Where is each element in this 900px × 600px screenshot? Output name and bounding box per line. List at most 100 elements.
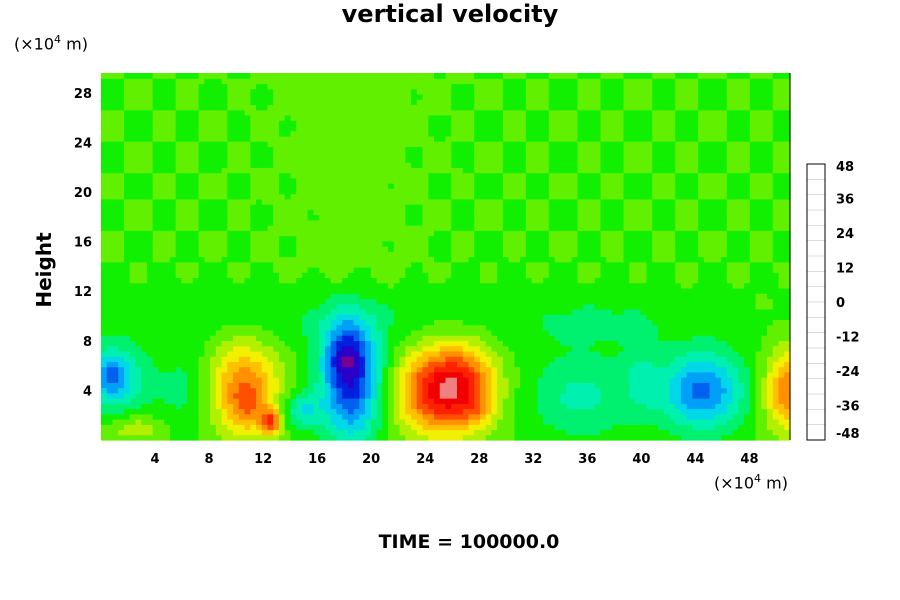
heatmap-cell: [244, 256, 251, 263]
heatmap-cell: [485, 162, 493, 168]
heatmap-cell: [192, 172, 200, 179]
heatmap-cell: [187, 214, 194, 221]
heatmap-cell: [106, 240, 114, 247]
heatmap-cell: [445, 246, 452, 252]
heatmap-cell: [146, 256, 154, 263]
heatmap-cell: [290, 251, 297, 258]
heatmap-cell: [210, 361, 217, 368]
heatmap-cell: [353, 78, 360, 85]
heatmap-cell: [313, 366, 320, 373]
heatmap-cell: [456, 151, 464, 158]
heatmap-cell: [146, 130, 154, 137]
heatmap-cell: [164, 114, 171, 121]
heatmap-cell: [388, 214, 395, 221]
heatmap-cell: [451, 382, 458, 389]
heatmap-cell: [146, 135, 154, 142]
heatmap-cell: [301, 287, 309, 294]
heatmap-cell: [434, 188, 441, 195]
heatmap-cell: [411, 314, 418, 321]
heatmap-cell: [451, 130, 458, 137]
heatmap-cell: [221, 371, 228, 378]
heatmap-cell: [192, 377, 200, 383]
heatmap-cell: [353, 214, 360, 221]
heatmap-cell: [416, 198, 424, 205]
heatmap-cell: [158, 225, 165, 231]
heatmap-cell: [399, 382, 406, 389]
heatmap-cell: [376, 93, 383, 100]
heatmap-cell: [158, 335, 165, 341]
heatmap-cell: [135, 408, 142, 415]
heatmap-cell: [233, 219, 240, 226]
heatmap-cell: [376, 162, 383, 168]
heatmap-cell: [261, 73, 269, 79]
heatmap-cell: [428, 382, 435, 389]
heatmap-cell: [198, 434, 205, 441]
heatmap-cell: [141, 135, 148, 142]
heatmap-cell: [296, 314, 303, 321]
heatmap-cell: [353, 183, 360, 189]
heatmap-cell: [146, 350, 154, 357]
heatmap-cell: [342, 298, 349, 305]
heatmap-cell: [313, 408, 320, 415]
heatmap-cell: [434, 277, 441, 284]
heatmap-cell: [370, 272, 378, 279]
heatmap-cell: [135, 125, 142, 132]
heatmap-cell: [106, 109, 114, 116]
heatmap-cell: [204, 156, 211, 163]
heatmap-cell: [250, 135, 257, 142]
heatmap-cell: [365, 151, 372, 158]
heatmap-cell: [347, 424, 355, 431]
heatmap-cell: [296, 162, 303, 168]
heatmap-cell: [422, 324, 429, 331]
heatmap-cell: [376, 146, 383, 153]
heatmap-cell: [353, 162, 360, 168]
heatmap-cell: [353, 361, 360, 368]
heatmap-cell: [301, 225, 309, 231]
heatmap-cell: [301, 130, 309, 137]
heatmap-cell: [175, 225, 182, 231]
heatmap-cell: [336, 193, 343, 200]
heatmap-cell: [353, 240, 360, 247]
heatmap-cell: [181, 73, 188, 79]
heatmap-cell: [187, 141, 194, 147]
heatmap-cell: [221, 350, 228, 357]
heatmap-cell: [388, 141, 395, 147]
heatmap-cell: [135, 177, 142, 184]
heatmap-cell: [445, 303, 452, 310]
heatmap-cell: [158, 209, 165, 216]
heatmap-cell: [388, 287, 395, 294]
heatmap-cell: [101, 183, 108, 189]
heatmap-cell: [411, 146, 418, 153]
heatmap-cell: [204, 398, 211, 404]
heatmap-cell: [382, 413, 389, 420]
heatmap-cell: [353, 277, 360, 284]
heatmap-cell: [370, 251, 378, 258]
heatmap-cell: [112, 188, 119, 195]
heatmap-cell: [405, 314, 412, 321]
heatmap-cell: [353, 225, 360, 231]
heatmap-cell: [353, 314, 360, 321]
heatmap-cell: [233, 188, 240, 195]
heatmap-cell: [244, 293, 251, 300]
heatmap-cell: [434, 251, 441, 258]
heatmap-cell: [123, 146, 131, 153]
heatmap-cell: [278, 335, 286, 341]
heatmap-cell: [365, 419, 372, 425]
heatmap-cell: [445, 93, 452, 100]
heatmap-cell: [422, 319, 429, 326]
heatmap-cell: [250, 141, 257, 147]
heatmap-cell: [267, 272, 274, 279]
heatmap-cell: [129, 345, 137, 352]
heatmap-cell: [256, 266, 263, 273]
heatmap-cell: [135, 198, 142, 205]
heatmap-cell: [210, 141, 217, 147]
heatmap-cell: [244, 319, 251, 326]
heatmap-cell: [187, 392, 194, 399]
heatmap-cell: [353, 93, 360, 100]
heatmap-cell: [175, 230, 182, 237]
heatmap-cell: [497, 167, 504, 174]
heatmap-cell: [256, 366, 263, 373]
heatmap-cell: [135, 392, 142, 399]
heatmap-cell: [187, 335, 194, 341]
heatmap-cell: [215, 78, 223, 85]
